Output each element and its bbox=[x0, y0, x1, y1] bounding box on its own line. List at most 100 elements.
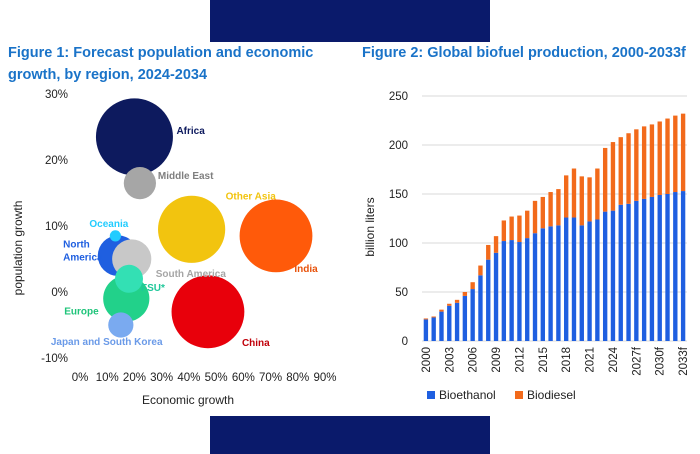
bar-biodiesel-2014 bbox=[532, 200, 538, 234]
bar-bioethanol-2029f bbox=[649, 196, 655, 341]
legend-label-biodiesel: Biodiesel bbox=[527, 388, 576, 402]
x-tick-label: 2033f bbox=[678, 346, 690, 376]
bubble-label-india: India bbox=[294, 264, 318, 275]
x-tick-label: 2006 bbox=[468, 347, 480, 373]
y-tick-label: 20% bbox=[45, 155, 68, 167]
x-tick-label: 80% bbox=[286, 372, 309, 384]
bar-bioethanol-2032f bbox=[673, 192, 678, 341]
bar-biodiesel-2032f bbox=[673, 115, 678, 193]
legend: Bioethanol Biodiesel bbox=[427, 388, 576, 402]
bar-bioethanol-2031f bbox=[665, 194, 670, 341]
y-axis-label: population growth bbox=[11, 201, 25, 296]
y-tick-label: 100 bbox=[389, 238, 408, 250]
bar-biodiesel-2013 bbox=[525, 210, 530, 239]
bubble-label-north-america: North America bbox=[63, 240, 103, 264]
bubble-label-europe: Europe bbox=[64, 307, 99, 318]
legend-label-bioethanol: Bioethanol bbox=[439, 388, 496, 402]
y-tick-label: 150 bbox=[389, 189, 408, 201]
bar-bioethanol-2010 bbox=[501, 241, 507, 341]
bar-biodiesel-2017 bbox=[556, 189, 561, 226]
bubble-label-africa: Africa bbox=[176, 126, 205, 137]
bar-biodiesel-2033f bbox=[680, 113, 686, 192]
bubble-middle-east bbox=[123, 167, 156, 200]
y-tick-label: 30% bbox=[45, 89, 68, 101]
x-tick-label: 2012 bbox=[514, 347, 526, 373]
x-tick-label: 30% bbox=[150, 372, 173, 384]
bar-bioethanol-2002 bbox=[439, 311, 444, 341]
bar-bioethanol-2024 bbox=[610, 210, 616, 341]
bar-biodiesel-2024 bbox=[610, 142, 616, 211]
bar-biodiesel-2001 bbox=[431, 316, 436, 318]
x-tick-label: 2021 bbox=[585, 347, 597, 373]
bar-bioethanol-2011 bbox=[509, 240, 514, 341]
bar-bioethanol-2022 bbox=[595, 219, 600, 341]
bar-biodiesel-2029f bbox=[649, 124, 655, 197]
bar-bioethanol-2021 bbox=[587, 221, 592, 341]
bar-layer bbox=[423, 113, 686, 341]
bar-bioethanol-2000 bbox=[423, 319, 429, 341]
bubble-label-middle-east: Middle East bbox=[158, 171, 214, 182]
bar-biodiesel-2021 bbox=[587, 177, 592, 222]
x-tick-label: 40% bbox=[177, 372, 200, 384]
y-tick-label: -10% bbox=[41, 353, 68, 365]
bubble-label-other-asia: Other Asia bbox=[226, 191, 277, 202]
legend-swatch-bioethanol bbox=[427, 391, 435, 399]
bar-biodiesel-2009 bbox=[493, 236, 499, 253]
bar-bioethanol-2030f bbox=[657, 194, 662, 341]
bar-biodiesel-2031f bbox=[665, 118, 670, 194]
bar-bioethanol-2025 bbox=[618, 204, 623, 341]
y-tick-label: 0 bbox=[402, 336, 408, 348]
x-tick-label: 20% bbox=[123, 372, 146, 384]
x-tick-label: 2009 bbox=[491, 347, 503, 373]
x-tick-label: 70% bbox=[259, 372, 282, 384]
bar-bioethanol-2018 bbox=[564, 217, 569, 341]
bubble-label-china: China bbox=[242, 338, 270, 349]
bar-biodiesel-2015 bbox=[540, 196, 545, 229]
bar-biodiesel-2022 bbox=[595, 168, 600, 220]
y-tick-label: 50 bbox=[395, 287, 408, 299]
bar-bioethanol-2013 bbox=[525, 238, 530, 341]
bar-biodiesel-2007 bbox=[478, 265, 483, 276]
bar-bioethanol-2023 bbox=[602, 211, 608, 341]
bar-biodiesel-2008 bbox=[486, 244, 491, 260]
bar-bioethanol-2028f bbox=[641, 198, 647, 341]
bar-biodiesel-2004 bbox=[454, 299, 460, 303]
bar-bioethanol-2016 bbox=[548, 226, 553, 341]
bubble-fsu- bbox=[115, 264, 143, 293]
bar-bioethanol-2006 bbox=[470, 289, 475, 341]
x-tick-label: 90% bbox=[313, 372, 336, 384]
bar-bioethanol-2026 bbox=[626, 203, 631, 341]
x-axis-label: Economic growth bbox=[142, 393, 234, 407]
stacked-bar-chart: 0 50 100 150 200 250 2000 2003 2006 2009 2012 2015… bbox=[363, 91, 690, 402]
y-tick-label: 0% bbox=[51, 287, 68, 299]
bar-biodiesel-2020 bbox=[579, 176, 584, 226]
bar-bioethanol-2027f bbox=[634, 200, 639, 341]
bar-biodiesel-2027f bbox=[634, 129, 639, 201]
bubble-label-oceania: Oceania bbox=[89, 219, 128, 230]
gridlines bbox=[422, 95, 687, 342]
y-tick-label: 10% bbox=[45, 221, 68, 233]
bar-biodiesel-2012 bbox=[517, 215, 522, 243]
x-tick-label: 2027f bbox=[631, 346, 643, 376]
y-tick-label: 250 bbox=[389, 91, 408, 103]
bar-bioethanol-2005 bbox=[462, 295, 468, 341]
bar-bioethanol-2015 bbox=[540, 228, 545, 341]
figure2-title: Figure 2: Global biofuel production, 200… bbox=[362, 45, 686, 61]
x-tick-label: 2030f bbox=[655, 346, 667, 376]
x-tick-label: 50% bbox=[205, 372, 228, 384]
bar-bioethanol-2017 bbox=[556, 225, 561, 341]
y-tick-label: 200 bbox=[389, 140, 408, 152]
x-tick-label: 2003 bbox=[444, 347, 456, 373]
footer-banner bbox=[210, 416, 490, 454]
x-tick-label: 10% bbox=[96, 372, 119, 384]
bar-bioethanol-2014 bbox=[532, 233, 538, 341]
x-tick-label: 2015 bbox=[538, 347, 550, 373]
y-axis-ticks: -10% 0% 10% 20% 30% bbox=[41, 89, 68, 365]
bar-bioethanol-2004 bbox=[454, 302, 460, 341]
bar-bioethanol-2009 bbox=[493, 252, 499, 341]
figure1-title: Figure 1: Forecast population and econom… bbox=[8, 45, 314, 83]
x-tick-label: 60% bbox=[232, 372, 255, 384]
bubble-label-south-america: South America bbox=[156, 269, 227, 280]
bar-biodiesel-2019 bbox=[571, 168, 577, 218]
bar-bioethanol-2020 bbox=[579, 225, 584, 341]
